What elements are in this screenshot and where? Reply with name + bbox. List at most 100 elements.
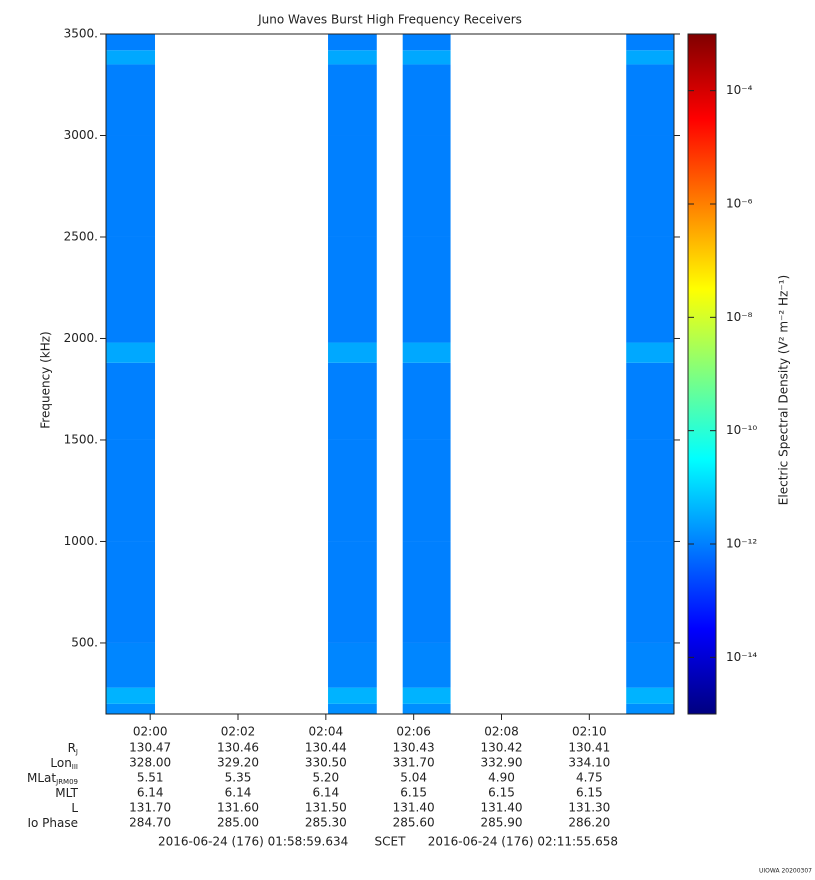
ephemeris-label: L [71,801,78,815]
ephemeris-value: 6.14 [137,786,164,800]
y-tick-label: 3500. [64,27,98,41]
spectrogram-cell [626,642,674,688]
ephemeris-value: 4.75 [576,771,603,785]
spectrogram-cell [402,64,451,136]
x-tick-label: 02:08 [484,725,519,739]
ephemeris-value: 284.70 [129,816,171,830]
y-tick-label: 2000. [64,331,98,345]
y-tick-label: 2500. [64,229,98,243]
ephemeris-value: 6.14 [225,786,252,800]
spectrogram-cell [106,64,156,136]
start-time: 2016-06-24 (176) 01:58:59.634 [158,835,348,849]
plot-frame [105,33,675,715]
ephemeris-value: 334.10 [568,756,610,770]
spectrogram-cell [106,135,156,237]
spectrogram-cell [328,703,377,714]
ephemeris-value: 131.60 [217,801,259,815]
spectrogram-cell [626,703,674,714]
ephemeris-value: 131.50 [305,801,347,815]
colorbar-tick-label: 10⁻⁸ [726,310,753,324]
x-tick-label: 02:06 [396,725,431,739]
ephemeris-value: 285.60 [393,816,435,830]
ephemeris-value: 6.14 [312,786,339,800]
spectrogram-cell [626,362,674,440]
spectrogram-cell [328,34,377,51]
spectrogram-cell [402,362,451,440]
ephemeris-value: 130.42 [481,741,523,755]
spectrogram-cell [402,342,451,363]
ephemeris-value: 285.90 [481,816,523,830]
spectrogram-cell [402,439,451,542]
spectrogram-cell [106,362,156,440]
ephemeris-value: 332.90 [481,756,523,770]
spectrogram-cell [328,64,377,136]
ephemeris-value: 130.46 [217,741,259,755]
spectrogram-cell [106,34,156,51]
spectrogram-cell [402,687,451,704]
spectrogram-cell [106,687,156,704]
ephemeris-value: 5.51 [137,771,164,785]
spectrogram-cell [328,342,377,363]
ephemeris-value: 130.41 [568,741,610,755]
spectrogram-cell [626,236,674,343]
colorbar-tick-label: 10⁻¹⁰ [726,423,757,437]
chart-title: Juno Waves Burst High Frequency Receiver… [257,13,522,27]
colorbar-tick-label: 10⁻⁴ [726,83,753,97]
spectrogram-cell [626,64,674,136]
spectrogram-cell [402,135,451,237]
spectrogram-cell [106,642,156,688]
spectrogram-cell [106,236,156,343]
y-tick-label: 500. [71,635,98,649]
spectrogram-cell [626,687,674,704]
spectrogram-cell [402,34,451,51]
spectrogram-cell [626,342,674,363]
ephemeris-value: 6.15 [576,786,603,800]
colorbar-tick-label: 10⁻¹² [726,537,757,551]
ephemeris-value: 131.40 [481,801,523,815]
ephemeris-name: L [71,801,78,815]
y-tick-label: 3000. [64,128,98,142]
ephemeris-label: LonIII [50,756,78,772]
time-system: SCET [375,835,407,849]
spectrogram-cell [626,34,674,51]
ephemeris-value: 5.20 [312,771,339,785]
ephemeris-name: Lon [50,756,71,770]
ephemeris-label: Io Phase [27,816,78,830]
ephemeris-value: 329.20 [217,756,259,770]
x-tick-label: 02:02 [221,725,256,739]
ephemeris-name: MLT [55,786,78,800]
ephemeris-value: 5.04 [400,771,427,785]
ephemeris-sub: JRM09 [55,778,78,786]
spectrogram-cell [328,236,377,343]
spectrogram-cell [626,541,674,643]
spectrogram-cell [106,342,156,363]
end-time: 2016-06-24 (176) 02:11:55.658 [428,835,618,849]
ephemeris-value: 4.90 [488,771,515,785]
ephemeris-value: 5.35 [225,771,252,785]
colorbar-label: Electric Spectral Density (V² m⁻² Hz⁻¹) [777,275,791,505]
ephemeris-value: 6.15 [400,786,427,800]
spectrogram-cell [626,439,674,542]
spectrogram-cell [402,703,451,714]
ephemeris-value: 285.30 [305,816,347,830]
spectrogram-cell [402,236,451,343]
ephemeris-value: 331.70 [393,756,435,770]
ephemeris-value: 131.70 [129,801,171,815]
spectrogram-cell [328,135,377,237]
spectrogram-cell [106,50,156,65]
ephemeris-label: MLT [55,786,78,800]
spectrogram-cell [328,642,377,688]
spectrogram-cell [106,703,156,714]
ephemeris-value: 130.47 [129,741,171,755]
x-tick-label: 02:10 [572,725,607,739]
y-axis-label: Frequency (kHz) [39,331,53,428]
ephemeris-value: 6.15 [488,786,515,800]
spectrogram-cell [402,642,451,688]
ephemeris-label: RJ [68,741,78,757]
ephemeris-value: 328.00 [129,756,171,770]
spectrogram-cell [626,135,674,237]
spectrogram-cell [402,50,451,65]
y-tick-label: 1500. [64,432,98,446]
ephemeris-name: Io Phase [27,816,78,830]
